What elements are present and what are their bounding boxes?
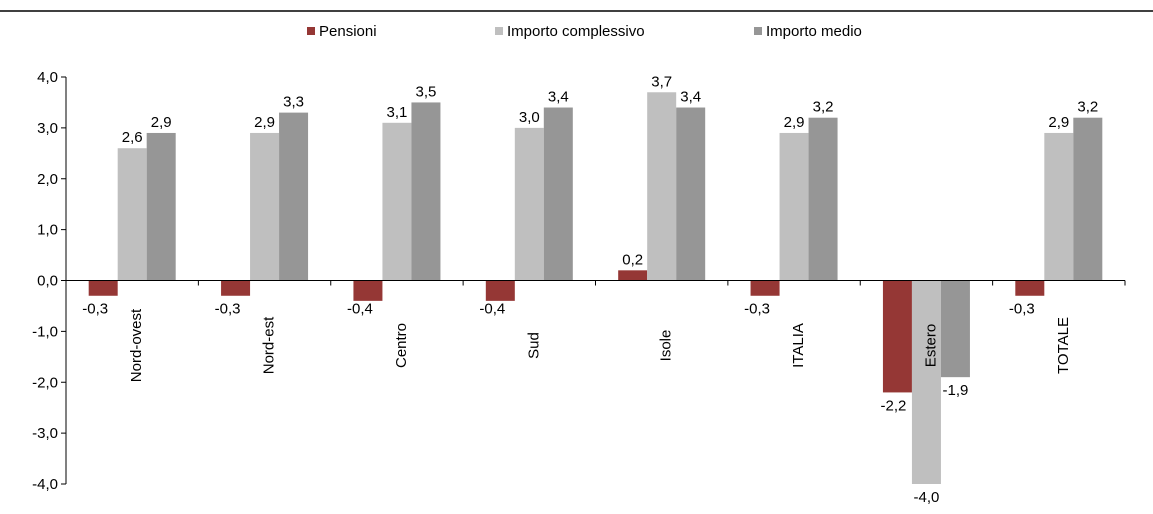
bar [940,280,970,378]
data-label: -0,4 [479,301,505,318]
data-label: 2,9 [254,114,275,131]
y-axis: 4,0 3,0 2,0 1,0 0,0 -1,0 -2,0 -3,0 -4,0 [32,69,67,493]
y-tick-label: 3,0 [37,120,58,137]
data-label: 0,2 [622,251,643,268]
bar [514,127,544,281]
category-label: Sud [525,332,542,359]
bar [543,107,573,281]
category-label: Centro [393,323,410,368]
y-tick-label: 0,0 [37,273,58,290]
bar [221,280,251,296]
legend-swatch [754,27,762,35]
category-label: Isole [658,330,675,362]
bar [1015,280,1045,296]
data-label: 3,7 [651,73,672,90]
data-label: -1,9 [943,382,969,399]
legend-label: Importo medio [766,23,862,40]
bar [146,132,176,281]
bar [279,112,309,281]
bar [1073,117,1103,281]
data-labels: -0,3 -0,3 -0,4 -0,4 0,2 -0,3 -2,2 -0,3 2,6 2,9 3,1… [82,73,1098,506]
data-label: 2,6 [122,129,143,146]
y-tick-label: 4,0 [37,69,58,86]
bar [382,122,412,281]
y-tick-label: -1,0 [32,323,58,340]
legend: Pensioni Importo complessivo Importo medio [307,23,862,40]
legend-swatch [307,27,315,35]
y-tick-label: -3,0 [32,425,58,442]
data-label: 3,4 [548,89,569,106]
bar [808,117,838,281]
data-label: 3,5 [416,83,437,100]
bar [117,148,147,281]
category-labels: Nord-ovest Nord-est Centro Sud Isole ITALIA Es… [128,308,1072,382]
data-label: 3,4 [680,89,701,106]
y-tick-label: 1,0 [37,222,58,239]
bar [676,107,706,281]
bar [882,280,912,393]
data-label: -4,0 [914,489,940,506]
legend-swatch [495,27,503,35]
bar [779,132,809,281]
bar [411,102,441,281]
bar [485,280,515,301]
data-label: 2,9 [151,114,172,131]
bars [88,92,1103,484]
bar [353,280,383,301]
y-tick-label: -2,0 [32,374,58,391]
bar [618,270,648,281]
category-label: Nord-ovest [128,308,145,382]
data-label: -2,2 [881,397,907,414]
bar [1044,132,1074,281]
category-label: Estero [922,324,939,367]
bar [750,280,780,296]
data-label: 2,9 [784,114,805,131]
bar [88,280,118,296]
y-tick-label: 2,0 [37,171,58,188]
data-label: -0,4 [347,301,373,318]
x-axis [65,280,1126,286]
bar [647,92,677,281]
bar [250,132,280,281]
data-label: -0,3 [82,301,108,318]
category-label: ITALIA [790,323,807,368]
data-label: 2,9 [1048,114,1069,131]
data-label: 3,1 [387,104,408,121]
legend-label: Importo complessivo [507,23,645,40]
legend-label: Pensioni [319,23,377,40]
y-tick-label: -4,0 [32,476,58,493]
data-label: -0,3 [744,301,770,318]
category-label: TOTALE [1055,317,1072,374]
data-label: 3,2 [813,99,834,116]
data-label: -0,3 [215,301,241,318]
data-label: 3,2 [1077,99,1098,116]
data-label: 3,3 [283,94,304,111]
bar [911,280,941,484]
data-label: -0,3 [1009,301,1035,318]
data-label: 3,0 [519,109,540,126]
category-label: Nord-est [261,316,278,374]
